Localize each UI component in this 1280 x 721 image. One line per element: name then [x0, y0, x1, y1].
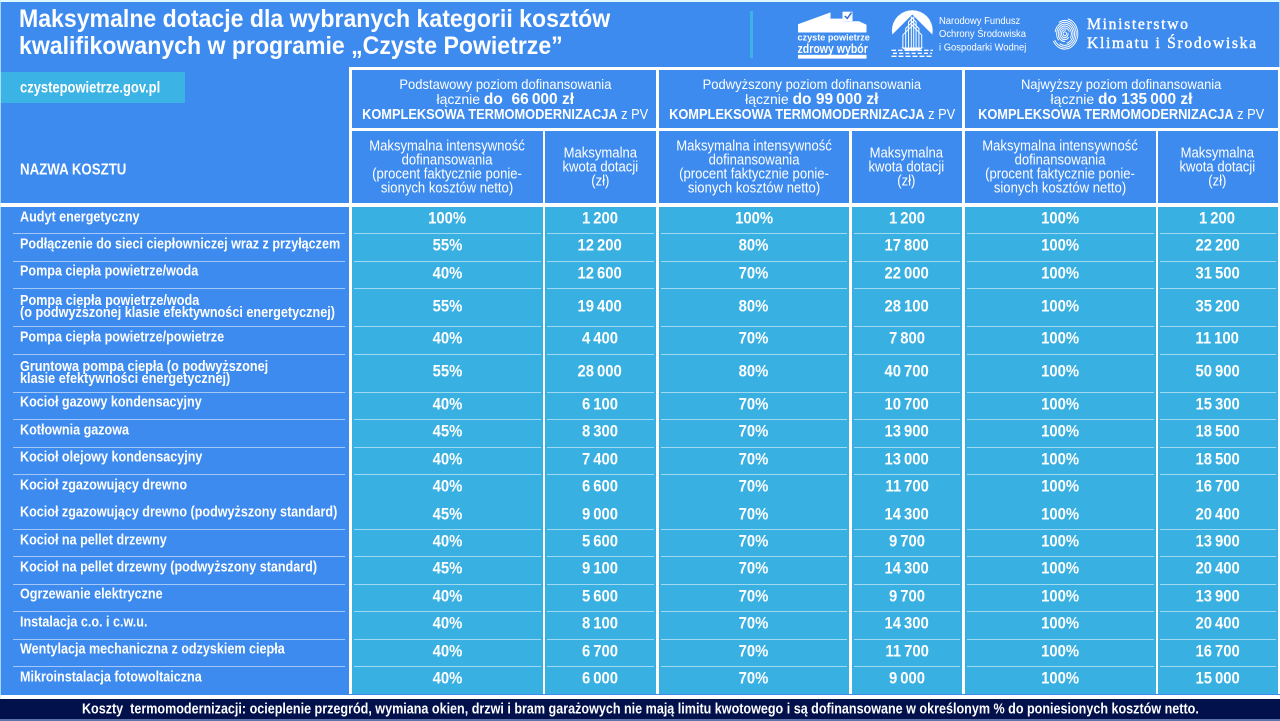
- svg-text:Ochrony Środowiska: Ochrony Środowiska: [939, 28, 1026, 41]
- svg-text:Narodowy Fundusz: Narodowy Fundusz: [939, 16, 1020, 28]
- svg-text:zdrowy wybór: zdrowy wybór: [798, 43, 869, 56]
- svg-text:i Gospodarki Wodnej: i Gospodarki Wodnej: [939, 42, 1026, 54]
- svg-text:czyste powietrze: czyste powietrze: [798, 33, 870, 43]
